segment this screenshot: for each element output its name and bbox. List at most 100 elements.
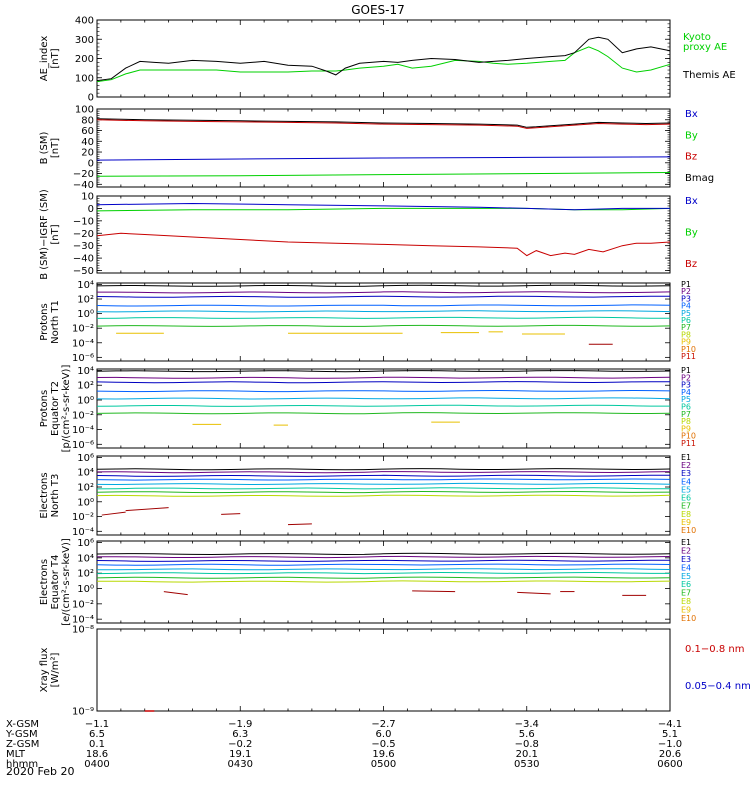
y-tick-label: 10²	[77, 381, 94, 392]
proton-channel-line	[96, 389, 671, 393]
kyoto-ae-line	[96, 46, 671, 83]
y-axis-label: [W/m²]	[50, 652, 61, 687]
axis-row-label: MLT	[6, 749, 26, 760]
y-tick-label: 10⁻⁶	[72, 440, 94, 451]
by-line	[96, 207, 671, 212]
legend-entry: Bx	[685, 196, 698, 207]
legend-entry: P8	[681, 417, 691, 426]
panel-frame	[96, 368, 671, 449]
legend-entry: Bz	[685, 152, 697, 163]
y-axis-label: B (SM)−IGRF (SM)	[39, 189, 50, 280]
y-tick-label: 10⁻⁴	[72, 527, 94, 538]
y-tick-label: 10⁶	[77, 453, 94, 464]
y-tick-label: 40	[81, 137, 94, 148]
panel-pn: 10⁻⁶ 10⁻⁴ 10⁻² 10⁰ 10² 10⁴ Protons North T1 P1P2…	[39, 280, 696, 364]
y-tick-label: 20	[81, 148, 94, 159]
electron-e9-segment	[412, 590, 456, 593]
legend-entry: E8	[681, 597, 691, 606]
y-tick-label: −40	[73, 180, 94, 191]
legend-entry: E5	[681, 572, 691, 581]
panel-frame	[96, 628, 671, 712]
y-axis-label: [nT]	[50, 224, 61, 244]
axis-column-value: 0400	[84, 759, 109, 770]
axis-column-value: −4.1	[658, 719, 682, 730]
y-axis-label: Electrons	[39, 472, 50, 518]
legend-entry: P1	[681, 366, 691, 375]
y-axis-label: North T3	[50, 474, 61, 518]
bz-line	[96, 119, 671, 129]
legend-entry: proxy AE	[683, 42, 727, 53]
legend-entry: E7	[681, 502, 691, 511]
axis-column-value: −3.4	[515, 719, 539, 730]
legend-entry: P10	[681, 432, 696, 441]
y-axis-label: Electrons	[39, 559, 50, 605]
y-tick-label: 10⁶	[77, 538, 94, 549]
panel-pe: 10⁻⁶ 10⁻⁴ 10⁻² 10⁰ 10² 10⁴ Protons Equator T2 [p…	[39, 365, 696, 453]
proton-channel-line	[96, 404, 670, 407]
y-tick-label: 10⁰	[77, 309, 94, 320]
y-tick-label: 80	[81, 115, 94, 126]
y-tick-label: 10⁻²	[72, 410, 94, 421]
y-axis-label: Equator T2	[50, 381, 61, 436]
axis-column-value: 0600	[657, 759, 682, 770]
panel-frame	[96, 19, 671, 98]
proton-channel-line	[96, 304, 671, 307]
legend-entry: Bmag	[685, 173, 714, 184]
y-tick-label: 10⁻⁶	[72, 353, 94, 364]
electron-channel-line	[96, 482, 671, 486]
electron-channel-line	[96, 571, 670, 575]
y-axis-label: [p/(cm²-s-sr-keV)]	[61, 365, 72, 453]
y-tick-label: 400	[75, 16, 94, 27]
legend-entry: E6	[681, 494, 691, 503]
legend-entry: By	[685, 228, 698, 239]
electron-channel-line	[97, 555, 671, 559]
y-axis-label: North T1	[50, 300, 61, 344]
proton-channel-line	[96, 295, 670, 298]
axis-column-value: 6.3	[232, 729, 248, 740]
y-tick-label: 0	[88, 158, 94, 169]
bmag-line	[96, 118, 671, 128]
proton-channel-line	[96, 397, 671, 400]
axis-column-value: 19.1	[229, 749, 251, 760]
legend-entry: E1	[681, 538, 691, 547]
y-tick-label: 10⁴	[77, 468, 94, 479]
legend-entry: Themis AE	[682, 70, 736, 81]
panel-frame	[96, 282, 671, 362]
legend-entry: E3	[681, 469, 691, 478]
legend-entry: E4	[681, 563, 691, 572]
axis-column-value: −1.1	[85, 719, 109, 730]
y-tick-label: −40	[73, 254, 94, 265]
axis-column-value: −1.9	[228, 719, 252, 730]
y-tick-label: 10⁴	[77, 280, 94, 291]
axis-column-value: 5.1	[662, 729, 678, 740]
axis-column-value: −2.7	[371, 719, 395, 730]
legend-entry: P5	[681, 395, 691, 404]
electron-channel-line	[96, 552, 671, 556]
y-tick-label: −20	[73, 169, 94, 180]
axis-row-label: hhmm	[6, 759, 38, 770]
proton-channel-line	[96, 381, 670, 384]
proton-channel-line	[96, 310, 671, 313]
proton-channel-line	[96, 324, 671, 327]
legend-entry: P4	[681, 388, 691, 397]
legend-entry: P5	[681, 309, 691, 318]
panel-frame	[96, 195, 671, 274]
y-tick-label: 10⁻²	[72, 324, 94, 335]
y-tick-label: 0	[88, 204, 94, 215]
legend-entry: P10	[681, 345, 696, 354]
y-tick-label: 300	[75, 35, 94, 46]
electron-channel-line	[96, 494, 671, 497]
y-axis-label: [nT]	[50, 48, 61, 68]
proton-channel-line	[96, 412, 671, 415]
y-tick-label: 10⁴	[77, 366, 94, 377]
y-axis-label: Protons	[39, 303, 50, 340]
y-tick-label: 100	[75, 105, 94, 116]
electron-e9-segment	[101, 511, 126, 516]
by-line	[96, 172, 671, 177]
y-tick-label: 10⁻⁴	[72, 615, 94, 626]
y-tick-label: −20	[73, 229, 94, 240]
y-tick-label: 0	[88, 93, 94, 104]
axis-column-value: 0500	[371, 759, 396, 770]
